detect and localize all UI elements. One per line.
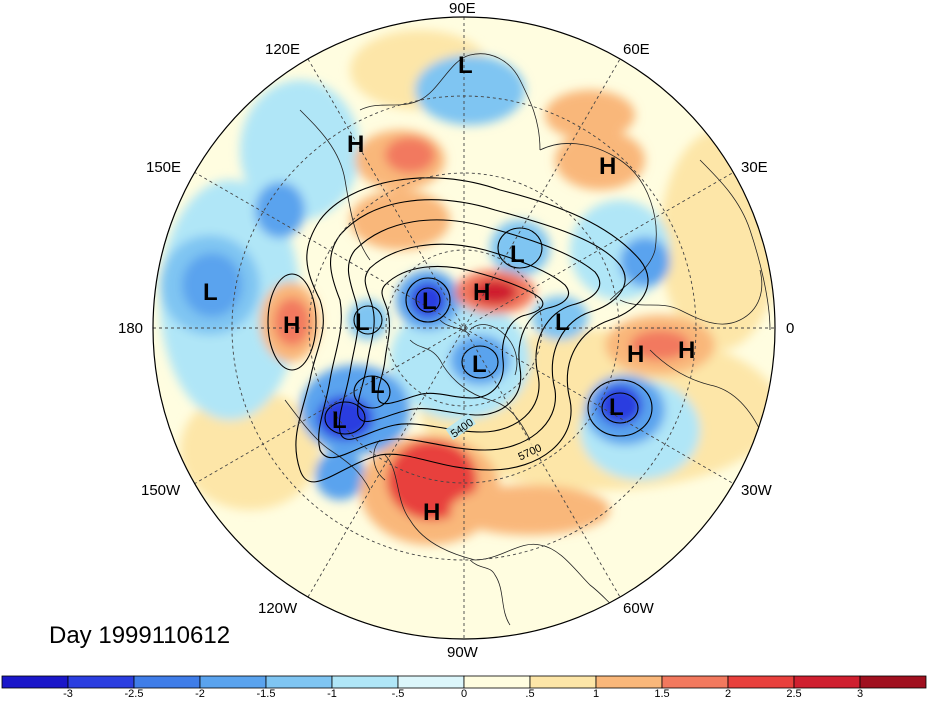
lon-label-60e: 60E [623,41,650,58]
high-marker: H [347,131,364,158]
anomaly-field [153,17,775,639]
low-marker: L [370,372,385,399]
colorbar-tick-label: 2 [724,688,732,700]
lon-label-60w: 60W [623,600,654,617]
colorbar-tick-label: 3 [856,688,864,700]
lon-label-150e: 150E [146,159,182,176]
lon-label-90w: 90W [447,644,478,661]
lon-label-180: 180 [118,320,144,337]
contour-labels: 5400 5700 [445,413,545,463]
height-contours [267,177,653,483]
low-marker: L [355,309,370,336]
high-marker: H [678,337,695,364]
lon-label-30w: 30W [741,482,772,499]
lon-label-90e: 90E [449,0,476,17]
lon-label-120e: 120E [265,41,301,58]
high-marker: H [473,279,490,306]
pressure-system-markers: L H H L H L L L H L L H H L L L H [203,52,695,526]
low-marker: L [422,288,437,315]
low-marker: L [203,279,218,306]
low-marker: L [555,309,570,336]
colorbar-tick-label: -3 [63,688,73,700]
colorbar-tick-label: 2.5 [786,688,802,700]
colorbar-tick-label: .5 [525,688,535,700]
low-marker: L [609,394,624,421]
high-marker: H [599,153,616,180]
colorbar-tick-label: 0 [460,688,468,700]
map-boundary [152,16,776,640]
low-marker: L [472,351,487,378]
low-marker: L [332,407,347,434]
colorbar-tick-label: 1.5 [654,688,670,700]
high-marker: H [627,341,644,368]
lon-label-0: 0 [786,320,795,337]
colorbar-tick-label: -1 [327,688,337,700]
low-marker: L [458,52,473,79]
graticule [153,17,775,639]
colorbar-tick-label: -.5 [391,688,405,700]
lon-label-150w: 150W [141,482,181,499]
lon-label-120w: 120W [258,600,298,617]
high-marker: H [423,499,440,526]
high-marker: H [283,312,300,339]
coastlines [284,53,771,626]
map-title: Day 1999110612 [49,622,231,649]
low-marker: L [510,241,525,268]
lon-label-30e: 30E [741,159,768,176]
colorbar-tick-label: -1.5 [256,688,276,700]
colorbar-tick-label: -2 [195,688,205,700]
colorbar-tick-label: 1 [592,688,600,700]
colorbar-tick-label: -2.5 [124,688,144,700]
